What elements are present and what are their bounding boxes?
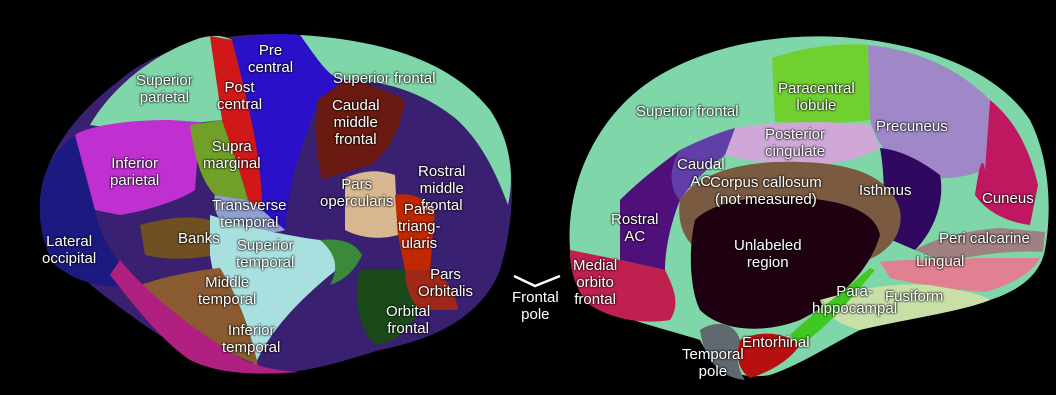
label-pars-opercularis: Pars opercularis bbox=[320, 176, 394, 210]
region-fusiform bbox=[820, 284, 990, 330]
label-supramarginal: Supra marginal bbox=[203, 138, 261, 172]
region-precuneus bbox=[868, 45, 990, 179]
region-temporal-pole bbox=[700, 324, 745, 380]
region-orbital-frontal bbox=[356, 270, 420, 345]
region-middle-temporal bbox=[140, 268, 258, 365]
region-banks bbox=[140, 217, 215, 259]
label-paracentral: Paracentral lobule bbox=[778, 80, 855, 114]
region-parahippocampal bbox=[790, 268, 875, 345]
region-medial-orbitofrontal bbox=[570, 250, 676, 322]
label-cuneus: Cuneus bbox=[982, 190, 1034, 207]
region-unlabeled bbox=[690, 197, 880, 329]
label-medial-orbitofrontal: Medial orbito frontal bbox=[573, 257, 618, 308]
label-superior-temporal: Superior temporal bbox=[236, 237, 295, 271]
label-precuneus: Precuneus bbox=[876, 118, 948, 135]
region-inferior-parietal bbox=[75, 120, 200, 215]
label-pars-orbitalis: Pars Orbitalis bbox=[418, 266, 474, 300]
region-cuneus bbox=[975, 100, 1038, 225]
label-unlabeled-region: Unlabeled region bbox=[734, 237, 802, 271]
region-pericalcarine bbox=[915, 228, 1045, 262]
lateral-hemisphere bbox=[39, 34, 512, 374]
label-postcentral: Post central bbox=[217, 79, 263, 113]
label-orbital-frontal: Orbital frontal bbox=[386, 303, 431, 337]
region-superior-parietal bbox=[90, 35, 232, 129]
label-fusiform: Fusiform bbox=[885, 288, 944, 305]
region-supramarginal bbox=[190, 120, 248, 200]
label-temporal-pole: Temporal pole bbox=[682, 346, 744, 380]
region-pars-orbitalis bbox=[405, 270, 458, 310]
region-pars-opercularis bbox=[345, 171, 398, 238]
label-superior-parietal: Superior parietal bbox=[136, 72, 193, 106]
region-rostral-ac bbox=[620, 150, 680, 270]
label-entorhinal: Entorhinal bbox=[742, 334, 810, 351]
label-superior-frontal-med: Superior frontal bbox=[636, 103, 739, 120]
label-frontal-pole: Frontal pole bbox=[512, 289, 559, 323]
label-inferior-temporal: Inferior temporal bbox=[222, 322, 281, 356]
region-lateral-occipital bbox=[39, 135, 140, 287]
label-caudal-ac: Caudal AC bbox=[677, 156, 725, 190]
region-inferior-temporal bbox=[110, 260, 300, 374]
region-superior-frontal bbox=[300, 35, 511, 205]
label-pericalcarine: Peri calcarine bbox=[939, 230, 1030, 247]
label-pars-triangularis: Pars triang- ularis bbox=[398, 201, 441, 252]
label-inferior-parietal: Inferior parietal bbox=[110, 155, 160, 189]
region-postcentral bbox=[210, 36, 262, 210]
frontal-pole-pointer bbox=[513, 274, 561, 288]
label-precentral: Pre central bbox=[248, 42, 294, 76]
label-superior-frontal-lat: Superior frontal bbox=[333, 70, 436, 87]
region-paracentral bbox=[772, 44, 870, 124]
label-isthmus: Isthmus bbox=[859, 182, 912, 199]
label-middle-temporal: Middle temporal bbox=[198, 274, 257, 308]
label-posterior-cingulate: Posterior cingulate bbox=[765, 126, 826, 160]
region-lateral-green-strip bbox=[320, 239, 362, 285]
label-corpus-callosum: Corpus callosum (not measured) bbox=[710, 174, 822, 208]
region-caudal-ac bbox=[671, 128, 735, 200]
label-lateral-occipital: Lateral occipital bbox=[42, 233, 97, 267]
region-caudal-middle-frontal bbox=[316, 80, 405, 180]
label-transverse-temporal: Transverse temporal bbox=[212, 197, 287, 231]
label-parahippocampal: Para- hippocampal bbox=[812, 283, 898, 317]
region-precentral bbox=[232, 34, 345, 230]
medial-hemisphere bbox=[569, 36, 1049, 380]
region-lingual bbox=[880, 258, 1040, 292]
label-rostral-ac: Rostral AC bbox=[611, 211, 659, 245]
label-rostral-middle-frontal: Rostral middle frontal bbox=[418, 163, 466, 214]
region-posterior-cingulate bbox=[725, 122, 880, 165]
region-pars-triangularis bbox=[395, 194, 435, 270]
region-entorhinal bbox=[737, 333, 800, 378]
label-lingual: Lingual bbox=[916, 253, 965, 270]
label-banks: Banks bbox=[178, 230, 220, 247]
label-caudal-middle-frontal: Caudal middle frontal bbox=[332, 97, 380, 148]
